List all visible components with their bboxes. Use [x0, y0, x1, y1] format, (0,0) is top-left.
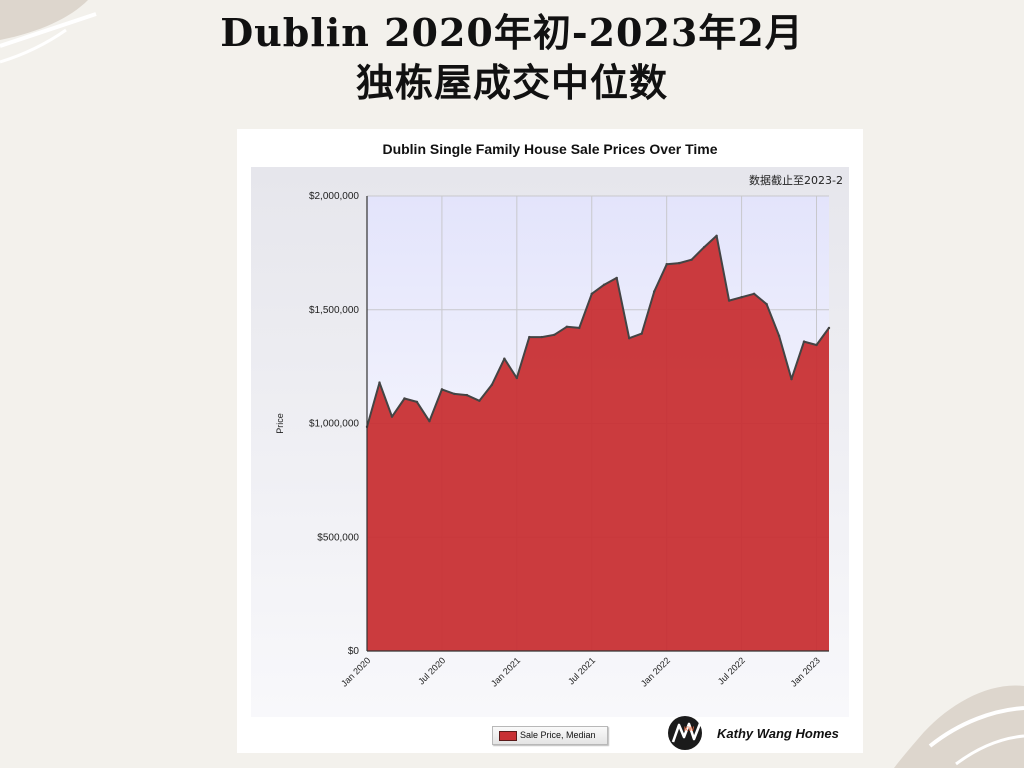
data-point — [677, 261, 681, 265]
y-tick-label: $1,000,000 — [309, 419, 359, 430]
data-point — [503, 357, 506, 360]
area-series — [367, 235, 829, 652]
data-point — [777, 334, 781, 338]
brand-logo: KW Kathy Wang Homes — [665, 715, 861, 751]
data-point — [815, 343, 818, 347]
data-point — [765, 302, 768, 306]
data-point — [640, 332, 643, 335]
data-point — [790, 377, 793, 381]
data-point — [827, 326, 831, 330]
chart-annotation: 数据截止至2023-2 — [749, 173, 843, 187]
legend-label: Sale Price, Median — [520, 730, 596, 740]
y-tick-label: $500,000 — [317, 532, 359, 543]
brand-name: Kathy Wang Homes — [717, 726, 839, 741]
y-axis-label: Price — [275, 413, 285, 434]
data-point — [665, 263, 668, 266]
data-point — [652, 290, 656, 293]
legend-swatch — [499, 731, 517, 741]
decorative-swirl-bottom-right — [894, 685, 1024, 768]
chart-svg: $0 $500,000 $1,000,000 $1,500,000 $2,000,000… — [275, 173, 843, 689]
data-point — [378, 381, 381, 384]
data-point — [603, 283, 606, 286]
data-point — [528, 335, 531, 339]
x-tick-label: Jul 2022 — [716, 655, 747, 686]
data-point — [540, 335, 544, 339]
x-tick-label: Jan 2021 — [489, 655, 522, 688]
data-point — [690, 258, 693, 261]
chart-card: Dublin Single Family House Sale Prices O… — [237, 129, 863, 753]
data-point — [578, 326, 581, 330]
y-tick-label: $0 — [348, 646, 360, 657]
data-point — [515, 376, 519, 380]
x-tick-label: Jan 2022 — [639, 655, 672, 688]
data-point — [465, 393, 469, 397]
data-point — [553, 333, 556, 336]
x-tick-label: Jan 2023 — [789, 655, 822, 688]
page-title: Dublin 2020年初-2023年2月 独栋屋成交中位数 — [0, 8, 1024, 108]
data-point — [390, 415, 394, 418]
data-point — [403, 397, 406, 400]
data-point — [453, 392, 456, 396]
y-tick-label: $1,500,000 — [309, 305, 359, 316]
data-point — [440, 388, 444, 391]
y-tick-label: $2,000,000 — [309, 191, 359, 202]
data-point — [727, 299, 731, 302]
data-point — [478, 399, 481, 402]
data-point — [715, 234, 718, 238]
series-line — [366, 234, 830, 428]
data-point — [415, 400, 419, 404]
data-point — [428, 420, 431, 423]
data-point — [752, 292, 756, 296]
brand-logo-icon: KW — [668, 716, 703, 750]
data-point — [702, 245, 706, 249]
chart-legend: Sale Price, Median — [492, 726, 608, 745]
chart-title: Dublin Single Family House Sale Prices O… — [382, 141, 718, 157]
data-point — [628, 336, 631, 340]
data-point — [802, 340, 806, 343]
data-point — [590, 292, 593, 296]
data-point — [565, 325, 568, 329]
data-point — [740, 296, 743, 299]
decorative-swirl-top-left — [0, 0, 97, 64]
page-title-line-1: Dublin 2020年初-2023年2月 — [220, 10, 804, 55]
x-tick-label: Jul 2020 — [416, 655, 447, 686]
brand-logo-mark: KW — [684, 727, 694, 733]
x-tick-label: Jul 2021 — [566, 655, 597, 686]
x-tick-label: Jan 2020 — [339, 655, 372, 688]
data-point — [615, 276, 618, 280]
data-point — [490, 383, 494, 387]
page-title-line-2: 独栋屋成交中位数 — [355, 60, 668, 105]
